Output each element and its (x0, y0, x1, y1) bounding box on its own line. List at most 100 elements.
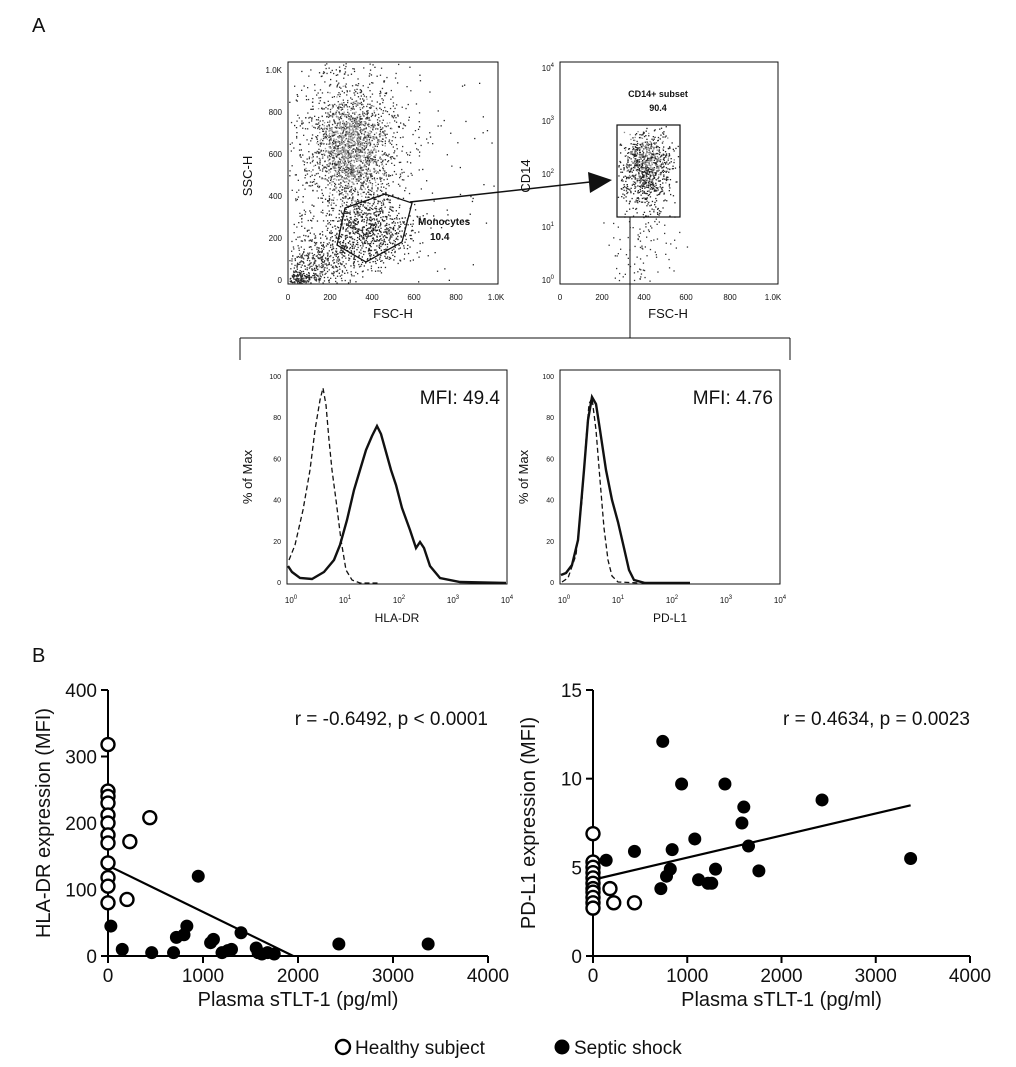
hist2-x-tick: 100 (558, 595, 571, 605)
scatter1-event (312, 254, 314, 257)
scatter1-event (363, 176, 365, 179)
scatter2-event (630, 192, 632, 194)
scatter1-event (335, 175, 337, 177)
scatter1-event (353, 189, 355, 191)
scatter1-event (307, 98, 310, 101)
scatter2-event (663, 146, 665, 148)
scatter1-event (326, 237, 328, 239)
scatter1-event (350, 173, 352, 175)
scatter1-event (386, 218, 388, 220)
scatter1-event (325, 137, 327, 139)
scatter1-event (345, 190, 347, 192)
scatter1-event (388, 231, 390, 233)
scatter1-event (331, 199, 333, 201)
scatter1-event (382, 169, 384, 172)
scatter1-event (339, 241, 341, 244)
scatter1-event (310, 171, 312, 173)
scatter2-event (630, 138, 632, 141)
scatter1-event (312, 98, 314, 100)
scatter1-event (385, 257, 387, 259)
scatter1-event (334, 225, 336, 227)
scatter1-event (342, 246, 344, 248)
scatter2-event (641, 161, 643, 163)
scatter1-event (365, 96, 368, 98)
scatter1-event (315, 278, 318, 280)
scatter2-event (652, 171, 654, 173)
scatter1-event (336, 275, 339, 277)
scatter1-event (356, 208, 358, 210)
scatter1-event (377, 202, 379, 205)
hla-dr-chart-septic-point (104, 919, 118, 933)
scatter1-event (436, 270, 439, 272)
scatter2-event (661, 142, 664, 144)
scatter1-event (365, 212, 367, 214)
scatter1-event (372, 128, 374, 130)
scatter1-event (341, 212, 343, 214)
scatter1-event (322, 120, 324, 122)
scatter1-event (373, 224, 376, 226)
scatter1-event (401, 172, 403, 174)
scatter2-event (642, 185, 644, 188)
scatter1-event (341, 189, 343, 191)
scatter2-event (643, 185, 645, 188)
scatter1-event (309, 162, 312, 164)
scatter1-event (369, 144, 371, 147)
scatter2-event (629, 200, 631, 202)
scatter1-event (349, 156, 352, 158)
scatter1-event (328, 281, 330, 283)
scatter1-event (352, 151, 354, 153)
scatter1-event (334, 146, 337, 148)
scatter1-event (352, 230, 354, 232)
scatter1-event (377, 128, 379, 130)
scatter1-event (346, 170, 349, 173)
scatter1-event (337, 74, 339, 76)
scatter1-event (409, 246, 411, 248)
scatter1-event (364, 135, 366, 137)
scatter1-event (326, 125, 328, 127)
scatter2-event (656, 165, 658, 168)
scatter1-event (343, 144, 345, 146)
scatter1-event (375, 208, 377, 210)
scatter1-event (351, 169, 353, 171)
scatter2-event (646, 151, 648, 154)
scatter1-event (337, 263, 339, 265)
scatter1-event (353, 140, 355, 143)
scatter1-event (296, 277, 299, 280)
scatter1-event (407, 244, 409, 246)
scatter1-event (393, 248, 395, 250)
scatter1-event (355, 127, 357, 130)
scatter2-event (652, 139, 654, 141)
scatter1-event (308, 229, 310, 231)
scatter1-event (353, 131, 355, 133)
scatter1-event (336, 282, 338, 284)
scatter1-event (388, 140, 390, 143)
scatter1-event (340, 87, 342, 89)
scatter1-event (301, 120, 303, 122)
scatter1-event (396, 218, 398, 220)
scatter1-event (359, 188, 361, 190)
scatter1-event (322, 168, 324, 170)
scatter1-xtick: 200 (323, 293, 337, 302)
scatter1-event (345, 208, 347, 210)
scatter1-event (394, 246, 396, 248)
scatter1-event (297, 196, 300, 198)
scatter1-event (352, 156, 355, 158)
scatter2-event (634, 187, 636, 189)
scatter1-event (337, 257, 339, 259)
scatter1-event (333, 152, 336, 155)
scatter1-event (301, 264, 303, 266)
scatter1-event (341, 147, 343, 149)
scatter1-event (298, 222, 300, 224)
scatter2-event (655, 206, 657, 208)
scatter1-event (353, 144, 355, 146)
scatter1-event (422, 215, 424, 217)
scatter1-event (354, 233, 356, 235)
hla-dr-chart-x-label: Plasma sTLT-1 (pg/ml) (198, 989, 399, 1011)
scatter1-event (402, 127, 404, 130)
scatter2-frame (559, 61, 779, 285)
scatter2-event (632, 183, 634, 185)
scatter1-event (360, 89, 362, 92)
scatter1-event (339, 169, 341, 171)
scatter1-event (358, 139, 360, 141)
scatter1-event (380, 238, 382, 240)
